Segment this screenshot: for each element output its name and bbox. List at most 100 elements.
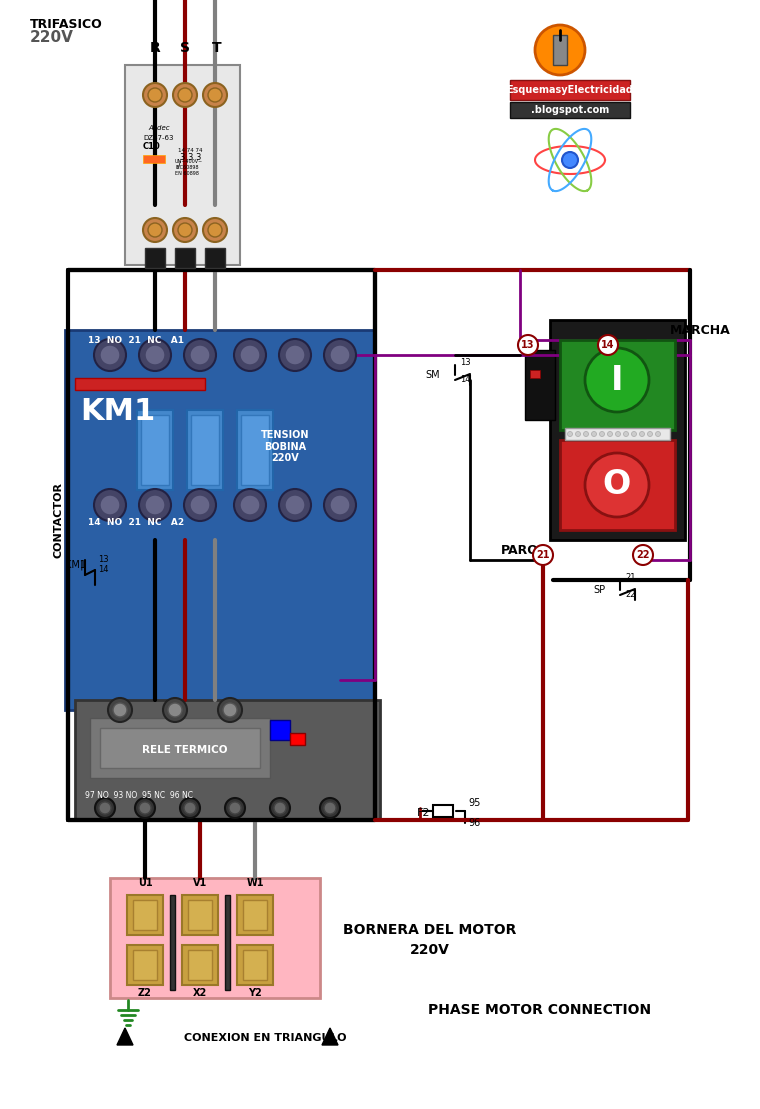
Text: CONTACTOR: CONTACTOR — [53, 482, 63, 558]
Circle shape — [568, 431, 572, 437]
Text: .blogspot.com: .blogspot.com — [531, 105, 609, 115]
Bar — [205, 248, 225, 268]
Circle shape — [139, 489, 171, 521]
Circle shape — [208, 88, 222, 102]
Bar — [243, 950, 267, 980]
Text: CONEXION EN TRIANGULO: CONEXION EN TRIANGULO — [184, 1032, 347, 1042]
Circle shape — [190, 345, 210, 365]
Circle shape — [639, 431, 644, 437]
Bar — [137, 410, 173, 490]
Text: S: S — [180, 41, 190, 55]
Bar — [127, 945, 163, 985]
Circle shape — [108, 698, 132, 722]
Text: Y2: Y2 — [248, 988, 262, 998]
Bar — [125, 65, 240, 265]
Bar — [237, 945, 273, 985]
Bar — [553, 35, 567, 65]
Bar — [243, 901, 267, 930]
Circle shape — [163, 698, 187, 722]
Circle shape — [575, 431, 581, 437]
Circle shape — [180, 798, 200, 818]
Bar — [191, 415, 219, 485]
Circle shape — [95, 798, 115, 818]
Circle shape — [148, 223, 162, 237]
Circle shape — [270, 798, 290, 818]
Bar — [270, 720, 290, 740]
Bar — [143, 155, 165, 163]
Circle shape — [240, 495, 260, 515]
Circle shape — [324, 489, 356, 521]
Text: 14: 14 — [460, 375, 470, 384]
Bar — [237, 410, 273, 490]
Circle shape — [324, 802, 336, 814]
Text: 95: 95 — [468, 798, 480, 808]
Text: 13: 13 — [98, 554, 109, 564]
Circle shape — [240, 345, 260, 365]
Circle shape — [591, 431, 597, 437]
Polygon shape — [322, 1028, 338, 1045]
Circle shape — [330, 495, 350, 515]
Text: 14 74 74: 14 74 74 — [178, 147, 202, 153]
Bar — [187, 410, 223, 490]
Polygon shape — [117, 1028, 133, 1045]
Bar — [550, 321, 685, 540]
Text: 13: 13 — [521, 340, 535, 350]
Text: 220V: 220V — [30, 30, 74, 45]
Circle shape — [223, 703, 237, 718]
Circle shape — [229, 802, 241, 814]
Bar — [110, 878, 320, 998]
Bar — [510, 102, 630, 118]
Circle shape — [139, 802, 151, 814]
Text: R: R — [150, 41, 160, 55]
Bar — [133, 950, 157, 980]
Circle shape — [518, 335, 538, 355]
Text: U1: U1 — [138, 878, 152, 888]
Text: SP: SP — [593, 586, 605, 596]
Text: 14  NO  21  NC   A2: 14 NO 21 NC A2 — [88, 518, 184, 527]
Bar — [433, 805, 453, 817]
Circle shape — [234, 339, 266, 372]
Circle shape — [600, 431, 604, 437]
Bar — [133, 901, 157, 930]
Text: 13: 13 — [460, 358, 470, 367]
Bar — [90, 718, 270, 779]
Bar — [182, 895, 218, 935]
Circle shape — [585, 452, 649, 517]
Circle shape — [100, 345, 120, 365]
Circle shape — [100, 495, 120, 515]
Circle shape — [173, 83, 197, 106]
Text: PARO: PARO — [501, 543, 539, 557]
Circle shape — [655, 431, 660, 437]
Circle shape — [234, 489, 266, 521]
Text: Aodec: Aodec — [148, 125, 169, 131]
Text: DZ47-63: DZ47-63 — [143, 135, 173, 141]
Text: X2: X2 — [193, 988, 207, 998]
Text: 14: 14 — [601, 340, 615, 350]
Circle shape — [218, 698, 242, 722]
Text: I: I — [611, 364, 623, 397]
Circle shape — [648, 431, 653, 437]
Circle shape — [203, 83, 227, 106]
Text: 220V: 220V — [410, 943, 450, 957]
Circle shape — [148, 88, 162, 102]
Circle shape — [623, 431, 629, 437]
Text: Z2: Z2 — [138, 988, 152, 998]
Text: T: T — [212, 41, 222, 55]
Text: 22: 22 — [625, 590, 635, 599]
Circle shape — [533, 545, 553, 564]
Circle shape — [598, 335, 618, 355]
Bar — [565, 428, 670, 440]
Circle shape — [535, 26, 585, 75]
Circle shape — [94, 489, 126, 521]
Circle shape — [184, 339, 216, 372]
Circle shape — [633, 545, 653, 564]
Circle shape — [274, 802, 286, 814]
Bar — [127, 895, 163, 935]
Circle shape — [632, 431, 637, 437]
Text: |: | — [80, 560, 84, 570]
Text: KM1: KM1 — [65, 560, 86, 570]
Circle shape — [584, 431, 588, 437]
Text: TENSION
BOBINA
220V: TENSION BOBINA 220V — [261, 430, 309, 464]
Circle shape — [324, 339, 356, 372]
Circle shape — [184, 802, 196, 814]
